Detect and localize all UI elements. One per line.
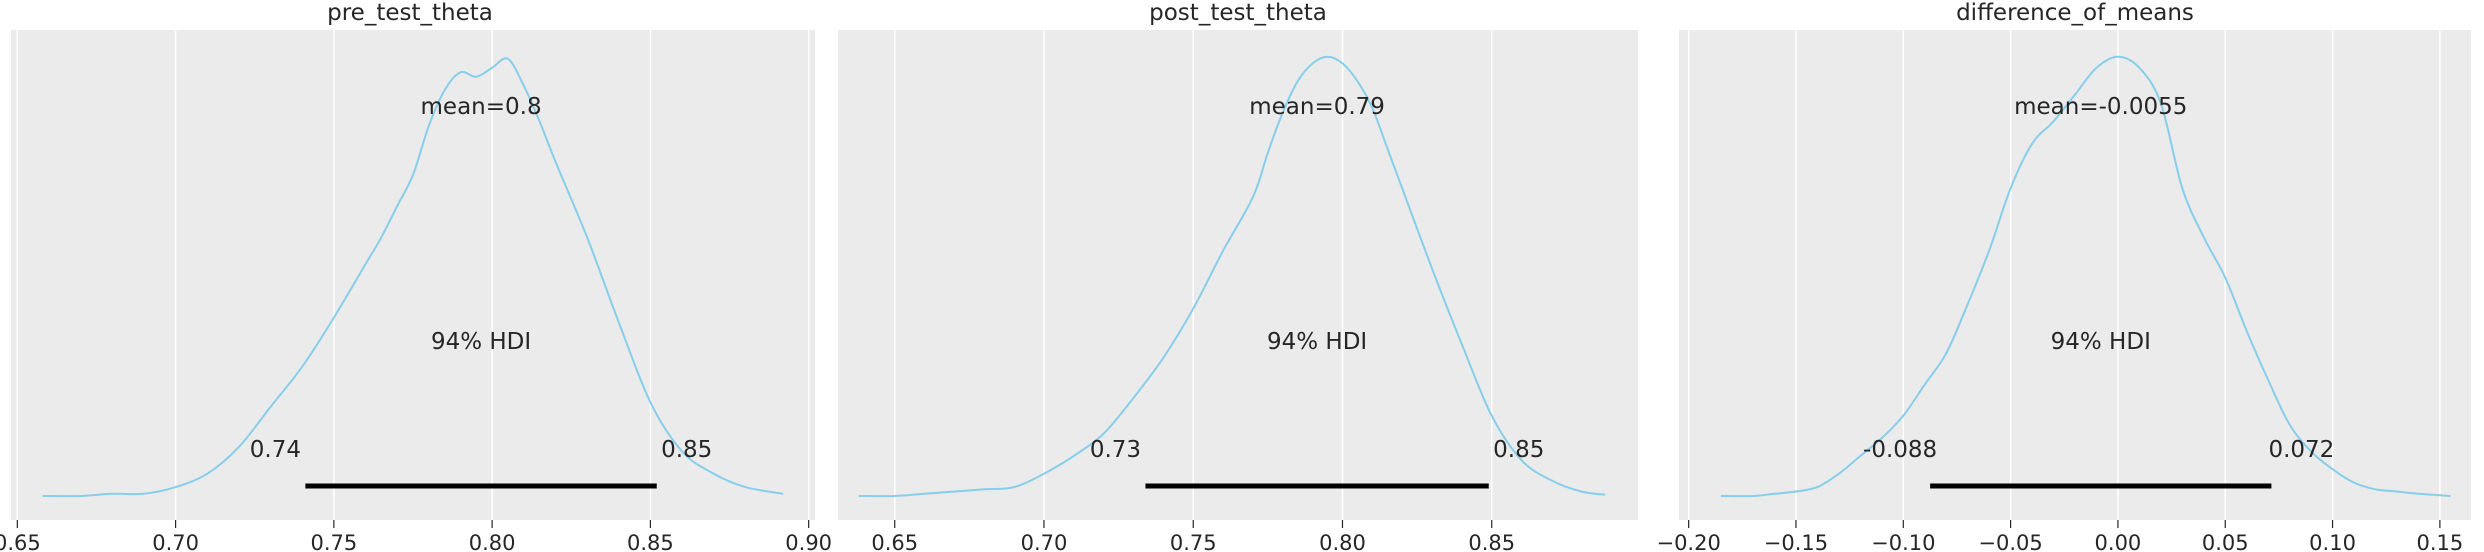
panel-difference-of-means: difference_of_means −0.20 −0.15 −0.10 −0.05… — [1656, 0, 2471, 552]
x-tick-label: 0.75 — [310, 531, 357, 552]
panel-title: post_test_theta — [1149, 0, 1327, 26]
hdi-high-label: 0.85 — [1493, 437, 1544, 463]
x-tick-label: −0.20 — [1656, 531, 1720, 552]
hdi-label: 94% HDI — [2051, 329, 2151, 355]
hdi-label: 94% HDI — [431, 329, 531, 355]
x-tick-label: 0.65 — [0, 531, 41, 552]
x-tick-label: 0.90 — [785, 531, 832, 552]
mean-label: mean=-0.0055 — [2014, 94, 2187, 120]
density-curve — [42, 57, 784, 498]
x-tick-label: −0.10 — [1871, 531, 1935, 552]
hdi-low-label: 0.74 — [250, 437, 301, 463]
x-tick-label: 0.15 — [2416, 531, 2463, 552]
x-tick-label: 0.85 — [1468, 531, 1515, 552]
x-tick-label: 0.85 — [627, 531, 674, 552]
x-tick-label: 0.80 — [1319, 531, 1366, 552]
x-tick-label: 0.80 — [469, 531, 516, 552]
x-tick-label: 0.70 — [1021, 531, 1068, 552]
x-tick-label: −0.15 — [1764, 531, 1828, 552]
x-tick-label: 0.65 — [871, 531, 918, 552]
density-curve — [858, 55, 1606, 498]
hdi-high-label: 0.072 — [2268, 437, 2334, 463]
hdi-low-label: 0.73 — [1090, 437, 1141, 463]
density-curve — [1720, 55, 2451, 498]
panel-post-test-theta: post_test_theta 0.65 0.70 0.75 0.80 0.85 0.73… — [838, 0, 1638, 552]
panel-pre-test-theta: pre_test_theta 0.65 0.70 0.75 0.80 0.85 0.90 0… — [0, 0, 832, 552]
x-tick-label: 0.10 — [2309, 531, 2356, 552]
plot-area — [1679, 30, 2471, 520]
mean-label: mean=0.8 — [421, 94, 542, 120]
x-tick-label: 0.05 — [2202, 531, 2249, 552]
x-tick-label: 0.75 — [1170, 531, 1217, 552]
x-tick-label: 0.70 — [152, 531, 199, 552]
panel-title: difference_of_means — [1956, 0, 2194, 26]
panel-title: pre_test_theta — [327, 0, 493, 26]
x-tick-label: 0.00 — [2095, 531, 2142, 552]
x-tick-label: −0.05 — [1978, 531, 2042, 552]
hdi-low-label: -0.088 — [1863, 437, 1937, 463]
mean-label: mean=0.79 — [1249, 94, 1385, 120]
hdi-high-label: 0.85 — [661, 437, 712, 463]
plot-area — [11, 30, 815, 520]
hdi-label: 94% HDI — [1267, 329, 1367, 355]
